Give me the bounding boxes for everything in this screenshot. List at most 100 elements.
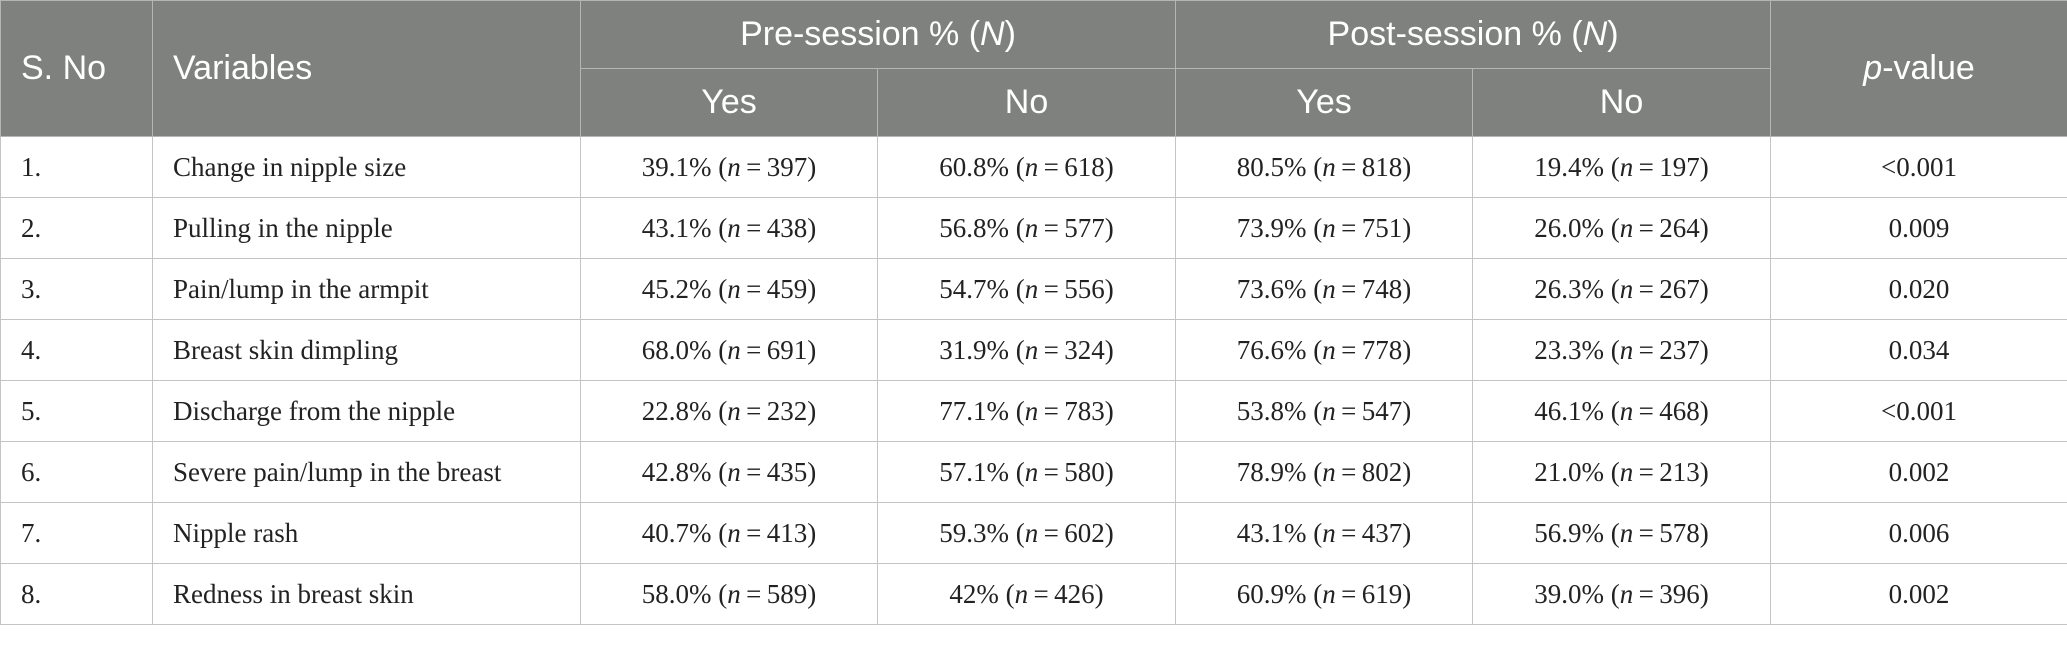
variable-cell: Pain/lump in the armpit xyxy=(152,258,581,320)
count-value: 232 xyxy=(766,395,808,426)
percent-value: 73.9% xyxy=(1236,212,1307,243)
post-yes-cell: 73.6% (n = 748) xyxy=(1175,258,1474,320)
percent-value: 43.1% xyxy=(1236,517,1307,548)
count-value: 438 xyxy=(766,212,808,243)
percent-value: 80.5% xyxy=(1236,151,1307,182)
p-value-cell: 0.002 xyxy=(1770,563,2067,625)
count-value: 783 xyxy=(1064,395,1105,426)
pre-yes-cell: 39.1% (n = 397) xyxy=(580,136,878,198)
table-row: 5. Discharge from the nipple 22.8% (n = 23… xyxy=(0,380,2067,442)
percent-value: 73.6% xyxy=(1236,273,1307,304)
variable-cell: Nipple rash xyxy=(152,502,581,564)
header-post-session: Post-session % (N) xyxy=(1175,0,1772,69)
header-post-no: No xyxy=(1472,68,1772,137)
table-body: 1. Change in nipple size 39.1% (n = 397) 60… xyxy=(0,136,2067,625)
header-pre-yes: Yes xyxy=(580,68,878,137)
variable-cell: Breast skin dimpling xyxy=(152,319,581,381)
post-no-cell: 21.0% (n = 213) xyxy=(1472,441,1772,503)
percent-value: 43.1% xyxy=(641,212,712,243)
percent-value: 56.9% xyxy=(1534,517,1604,548)
sno-cell: 8. xyxy=(0,563,153,625)
header-pre-no: No xyxy=(876,68,1177,137)
table-row: 2. Pulling in the nipple 43.1% (n = 438) 56… xyxy=(0,197,2067,259)
count-value: 213 xyxy=(1659,456,1700,487)
sno-cell: 7. xyxy=(0,502,153,564)
header-p-value: p-value xyxy=(1770,0,2067,137)
pre-no-cell: 31.9% (n = 324) xyxy=(876,319,1177,381)
count-value: 426 xyxy=(1054,578,1095,609)
count-value: 264 xyxy=(1659,212,1700,243)
pre-no-cell: 54.7% (n = 556) xyxy=(876,258,1177,320)
pre-no-cell: 57.1% (n = 580) xyxy=(876,441,1177,503)
pre-yes-cell: 58.0% (n = 589) xyxy=(580,563,878,625)
header-variables: Variables xyxy=(152,0,581,137)
percent-value: 42.8% xyxy=(641,456,712,487)
sno-cell: 2. xyxy=(0,197,153,259)
percent-value: 60.9% xyxy=(1236,578,1307,609)
percent-value: 45.2% xyxy=(641,273,712,304)
pre-no-cell: 60.8% (n = 618) xyxy=(876,136,1177,198)
percent-value: 23.3% xyxy=(1534,334,1604,365)
percent-value: 78.9% xyxy=(1236,456,1307,487)
pre-yes-cell: 42.8% (n = 435) xyxy=(580,441,878,503)
pre-yes-cell: 40.7% (n = 413) xyxy=(580,502,878,564)
variable-cell: Severe pain/lump in the breast xyxy=(152,441,581,503)
percent-value: 26.3% xyxy=(1534,273,1604,304)
percent-value: 40.7% xyxy=(641,517,712,548)
post-yes-cell: 53.8% (n = 547) xyxy=(1175,380,1474,442)
percent-value: 26.0% xyxy=(1534,212,1604,243)
percent-value: 46.1% xyxy=(1534,395,1604,426)
post-no-cell: 46.1% (n = 468) xyxy=(1472,380,1772,442)
percent-value: 39.1% xyxy=(641,151,712,182)
variable-cell: Discharge from the nipple xyxy=(152,380,581,442)
header-pre-session: Pre-session % (N) xyxy=(579,0,1177,69)
count-value: 459 xyxy=(766,273,808,304)
post-no-cell: 39.0% (n = 396) xyxy=(1472,563,1772,625)
count-value: 618 xyxy=(1064,151,1105,182)
count-value: 197 xyxy=(1659,151,1700,182)
count-value: 547 xyxy=(1361,395,1403,426)
results-table: S. No Variables Pre-session % (N) Post-s… xyxy=(0,0,2067,625)
count-value: 468 xyxy=(1659,395,1700,426)
percent-value: 56.8% xyxy=(939,212,1009,243)
post-yes-cell: 60.9% (n = 619) xyxy=(1175,563,1474,625)
post-yes-cell: 43.1% (n = 437) xyxy=(1175,502,1474,564)
table-row: 8. Redness in breast skin 58.0% (n = 589) 4… xyxy=(0,563,2067,625)
percent-value: 59.3% xyxy=(939,517,1009,548)
post-no-cell: 56.9% (n = 578) xyxy=(1472,502,1772,564)
count-value: 691 xyxy=(766,334,808,365)
p-value-cell: <0.001 xyxy=(1770,380,2067,442)
percent-value: 31.9% xyxy=(939,334,1009,365)
percent-value: 53.8% xyxy=(1236,395,1307,426)
count-value: 619 xyxy=(1361,578,1403,609)
sno-cell: 4. xyxy=(0,319,153,381)
count-value: 397 xyxy=(766,151,808,182)
count-value: 751 xyxy=(1361,212,1403,243)
variable-cell: Change in nipple size xyxy=(152,136,581,198)
post-yes-cell: 73.9% (n = 751) xyxy=(1175,197,1474,259)
post-no-cell: 26.3% (n = 267) xyxy=(1472,258,1772,320)
p-value-cell: 0.009 xyxy=(1770,197,2067,259)
pre-no-cell: 42% (n = 426) xyxy=(876,563,1177,625)
count-value: 237 xyxy=(1659,334,1700,365)
count-value: 578 xyxy=(1659,517,1700,548)
p-value-cell: 0.006 xyxy=(1770,502,2067,564)
percent-value: 54.7% xyxy=(939,273,1009,304)
count-value: 778 xyxy=(1361,334,1403,365)
percent-value: 60.8% xyxy=(939,151,1009,182)
header-sno: S. No xyxy=(0,0,153,137)
percent-value: 19.4% xyxy=(1534,151,1604,182)
percent-value: 76.6% xyxy=(1236,334,1307,365)
table-row: 4. Breast skin dimpling 68.0% (n = 691) 31.… xyxy=(0,319,2067,381)
header-post-yes: Yes xyxy=(1175,68,1474,137)
count-value: 556 xyxy=(1064,273,1105,304)
count-value: 748 xyxy=(1361,273,1403,304)
percent-value: 42% xyxy=(949,578,999,609)
sno-cell: 6. xyxy=(0,441,153,503)
count-value: 435 xyxy=(766,456,808,487)
table-row: 3. Pain/lump in the armpit 45.2% (n = 459)… xyxy=(0,258,2067,320)
post-no-cell: 23.3% (n = 237) xyxy=(1472,319,1772,381)
pre-no-cell: 59.3% (n = 602) xyxy=(876,502,1177,564)
percent-value: 57.1% xyxy=(939,456,1009,487)
pre-no-cell: 77.1% (n = 783) xyxy=(876,380,1177,442)
